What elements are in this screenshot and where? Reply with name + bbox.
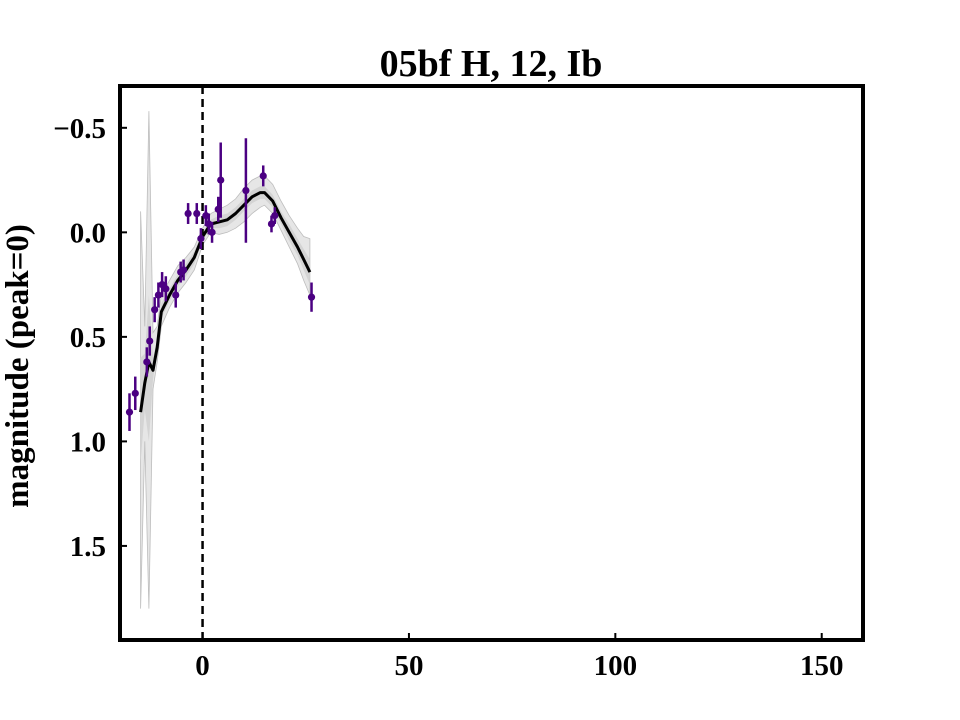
x-tick-label: 100 bbox=[594, 650, 638, 682]
y-tick-label: 1.5 bbox=[70, 531, 106, 563]
x-tick-label: 150 bbox=[800, 650, 844, 682]
point-marker bbox=[267, 220, 276, 228]
point-marker bbox=[179, 266, 188, 274]
point-marker bbox=[205, 220, 213, 228]
plot-area bbox=[125, 86, 316, 640]
data-point bbox=[208, 221, 216, 243]
data-point bbox=[146, 326, 154, 356]
x-tick-label: 0 bbox=[195, 650, 210, 682]
data-point bbox=[172, 282, 180, 308]
y-axis-label: magnitude (peak=0) bbox=[0, 224, 36, 508]
data-point bbox=[184, 203, 192, 224]
data-point bbox=[271, 207, 279, 224]
data-point bbox=[259, 165, 267, 187]
y-tick-label: 1.0 bbox=[70, 426, 106, 458]
data-point bbox=[151, 297, 159, 323]
data-point bbox=[179, 259, 188, 281]
point-marker bbox=[242, 186, 250, 195]
data-point bbox=[154, 282, 162, 308]
plot-frame bbox=[118, 84, 865, 642]
x-axis-ticks: 0 50 100 150 bbox=[195, 633, 843, 682]
point-marker bbox=[208, 228, 216, 236]
data-point bbox=[197, 228, 205, 250]
point-marker bbox=[197, 235, 205, 243]
confidence-bands bbox=[140, 111, 311, 609]
data-points bbox=[125, 138, 316, 431]
chart-title: 05bf H, 12, Ib bbox=[380, 43, 603, 85]
data-point bbox=[242, 138, 250, 243]
point-marker bbox=[184, 209, 192, 218]
data-point bbox=[193, 203, 201, 224]
point-marker bbox=[217, 176, 225, 184]
point-marker bbox=[259, 172, 267, 180]
point-marker bbox=[307, 293, 316, 301]
point-marker bbox=[154, 291, 162, 299]
point-marker bbox=[151, 306, 159, 314]
y-tick-label: −0.5 bbox=[53, 113, 106, 145]
outer-confidence-band bbox=[140, 111, 311, 609]
data-point bbox=[217, 142, 225, 218]
y-tick-label: 0.5 bbox=[70, 322, 106, 354]
x-tick-label: 50 bbox=[394, 650, 423, 682]
fit-line bbox=[139, 191, 312, 413]
point-marker bbox=[146, 337, 154, 345]
point-marker bbox=[125, 408, 134, 416]
y-tick-label: 0.0 bbox=[70, 217, 106, 249]
point-marker bbox=[131, 389, 139, 397]
data-point bbox=[162, 276, 170, 302]
point-marker bbox=[271, 212, 279, 220]
fit-layer bbox=[139, 191, 312, 413]
data-point bbox=[143, 347, 151, 377]
point-marker bbox=[143, 358, 151, 366]
data-point bbox=[307, 282, 316, 312]
point-marker bbox=[162, 285, 170, 293]
point-marker bbox=[172, 291, 180, 299]
y-axis-ticks: −0.5 0.0 0.5 1.0 1.5 bbox=[53, 113, 127, 563]
data-point bbox=[131, 376, 139, 411]
data-point bbox=[125, 393, 134, 431]
point-marker bbox=[193, 209, 201, 218]
data-point bbox=[267, 215, 276, 233]
